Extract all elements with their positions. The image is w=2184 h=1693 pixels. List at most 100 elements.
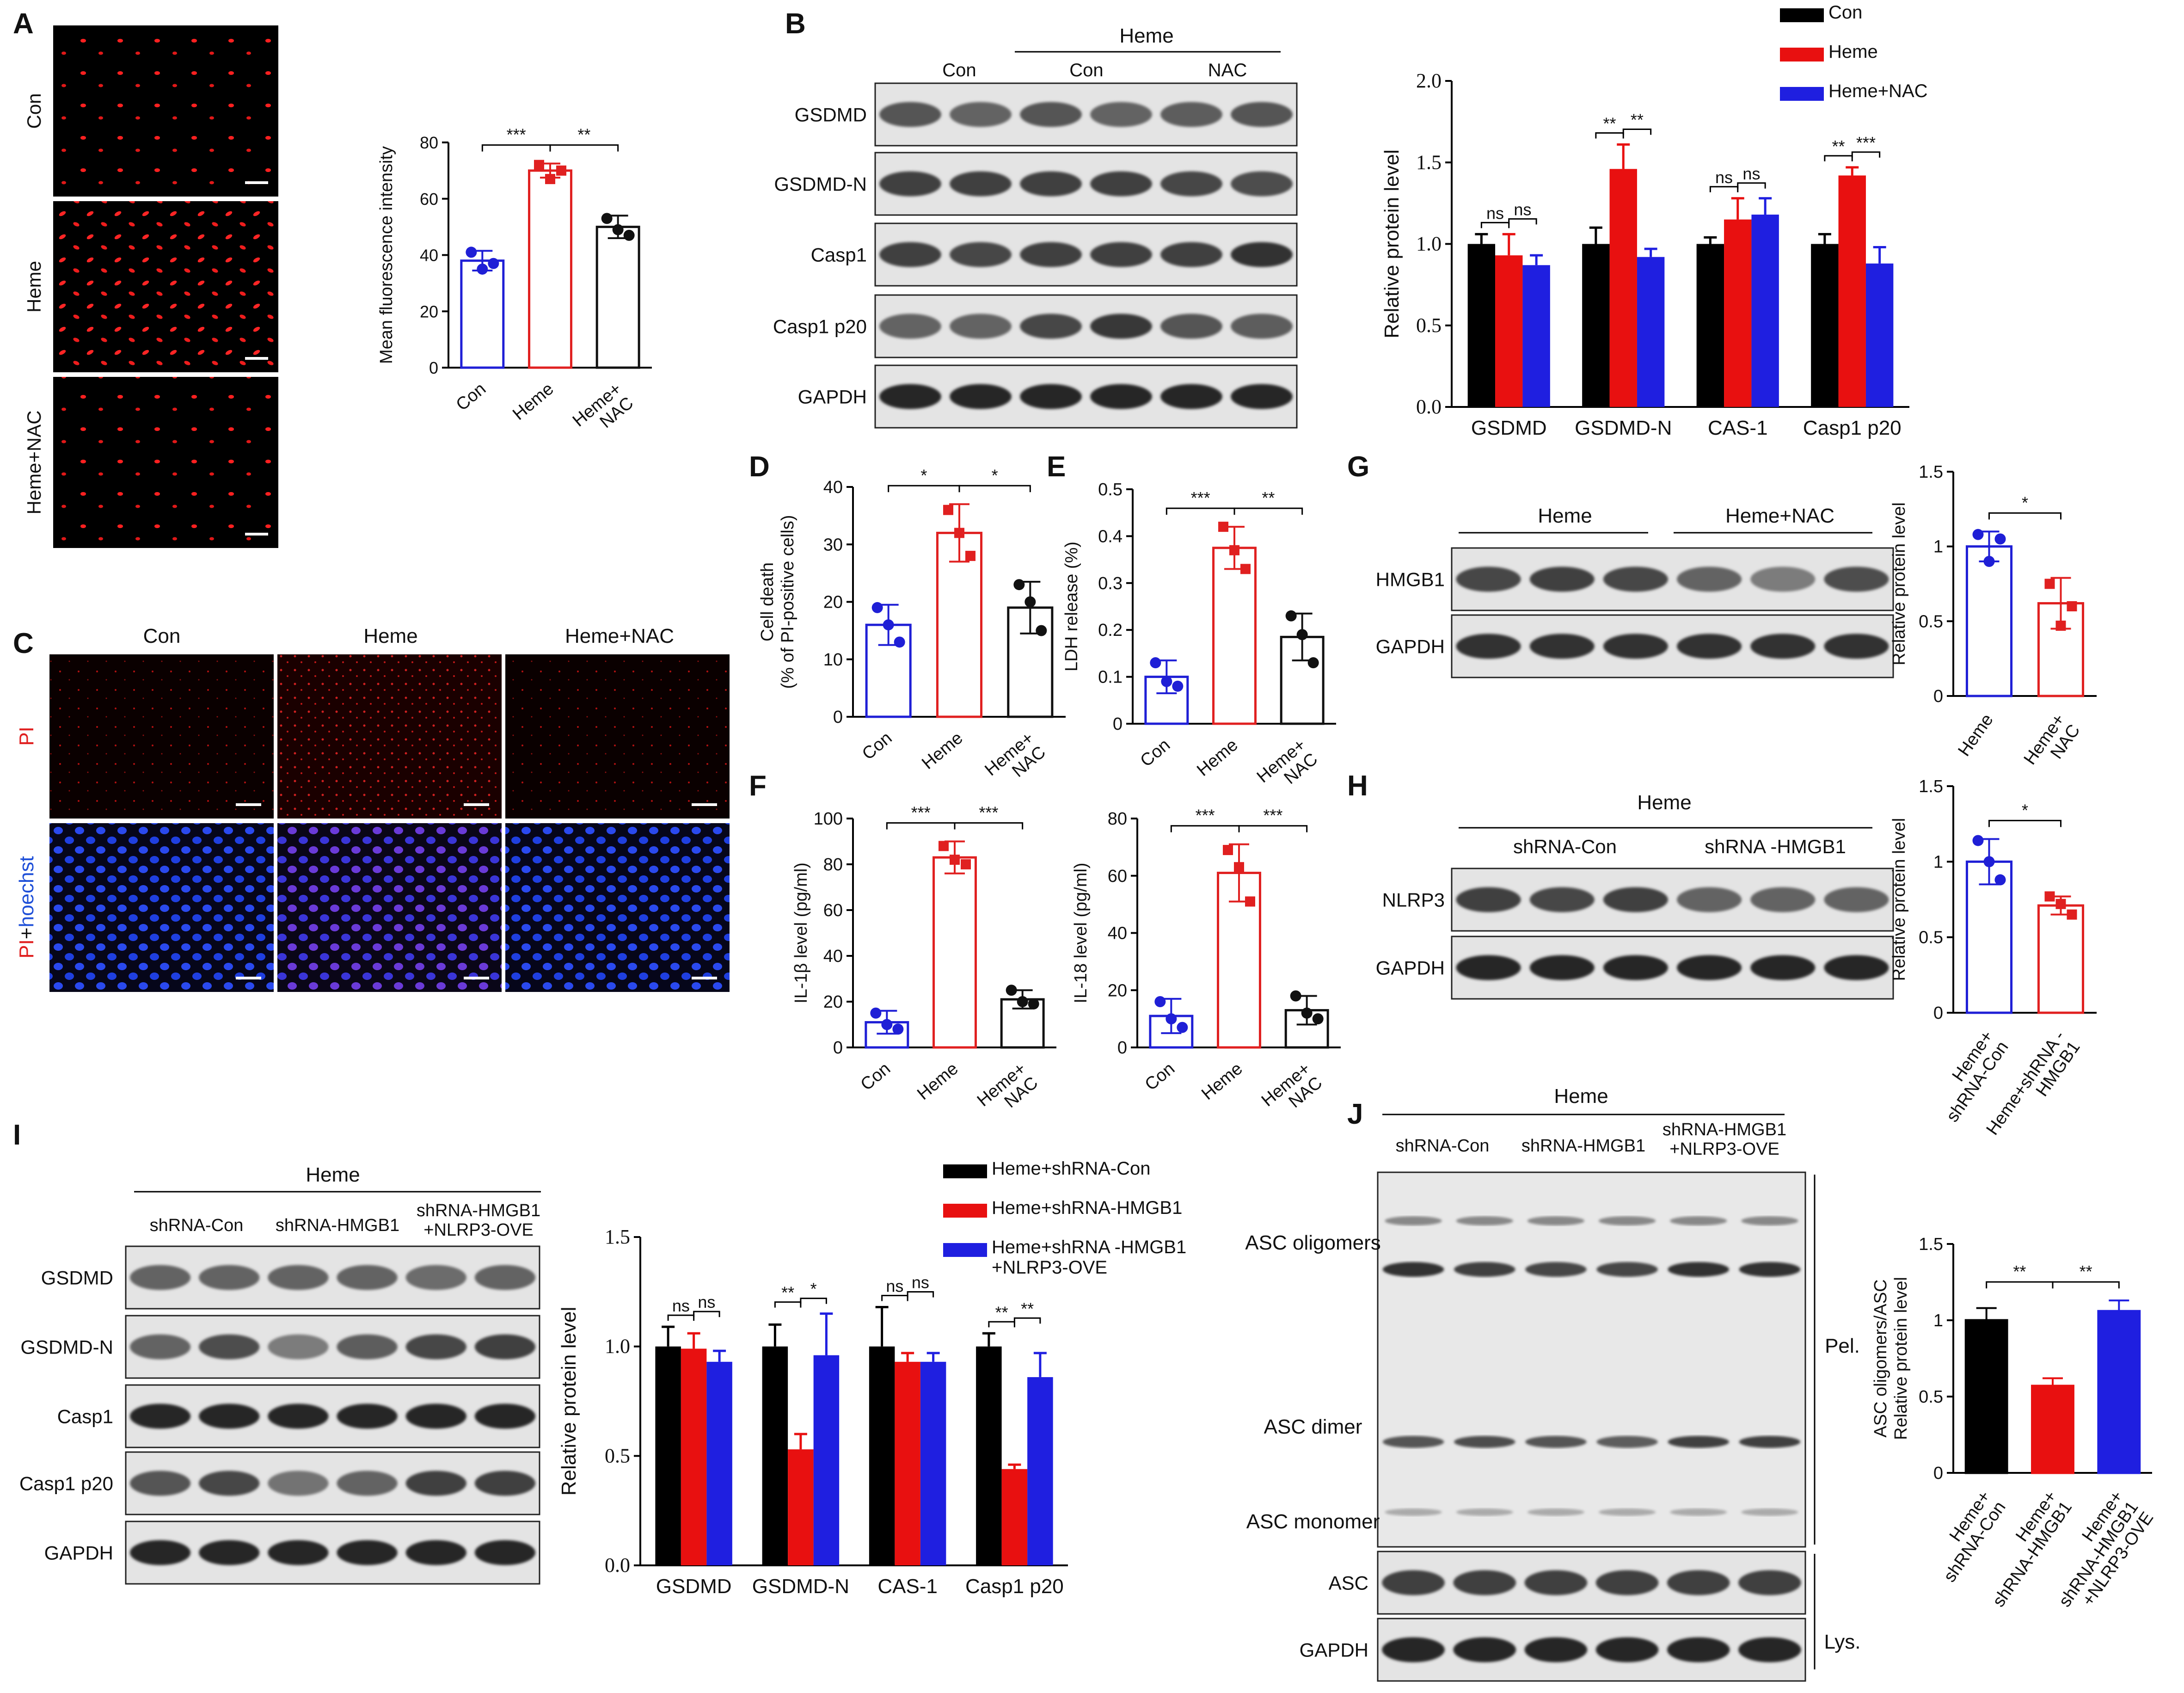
blot-band	[1667, 1570, 1730, 1595]
bar	[1964, 1319, 2008, 1474]
blot-row-label: Casp1 p20	[773, 316, 867, 338]
blot-frame	[874, 294, 1298, 358]
significance-bracket	[1988, 512, 2061, 520]
legend-swatch	[943, 1204, 987, 1218]
bar	[762, 1346, 788, 1565]
blot-frame	[1377, 1551, 1806, 1615]
blot-row-label: GAPDH	[1376, 636, 1445, 658]
significance-label: ***	[1196, 806, 1215, 825]
significance-label: *	[2022, 493, 2028, 512]
significance-bracket	[1851, 151, 1881, 158]
legend-label-line: +NLRP3-OVE	[992, 1257, 1107, 1278]
significance-label: ***	[507, 125, 526, 144]
panel-letter-g: G	[1347, 451, 1369, 483]
data-point	[623, 229, 635, 241]
data-point	[1006, 985, 1017, 996]
category-label: Heme+NAC	[1258, 1059, 1326, 1125]
y-tick-label: 1.0	[1416, 233, 1442, 255]
data-point	[1296, 629, 1308, 640]
category-label: Heme	[918, 728, 967, 773]
col-label-shrna-hmgb1-nlrp3: shRNA-HMGB1 +NLRP3-OVE	[1663, 1120, 1786, 1159]
blot-band	[268, 1334, 329, 1360]
bar	[1027, 1377, 1053, 1565]
significance-label: *	[810, 1280, 817, 1299]
significance-bracket	[954, 822, 1024, 830]
blot-label-asc-dimer: ASC dimer	[1264, 1416, 1362, 1438]
blot-row-label: GSDMD	[41, 1267, 113, 1289]
bar	[1495, 255, 1523, 407]
legend-label-line: Heme+shRNA-Con	[992, 1158, 1150, 1179]
legend-label-line: Heme+NAC	[1828, 81, 1928, 101]
y-tick-label: 1.5	[1919, 1235, 1943, 1254]
category-label-line: Heme	[1193, 735, 1242, 780]
legend-label: Heme+shRNA-HMGB1	[992, 1198, 1182, 1218]
legend-swatch	[1780, 48, 1824, 62]
y-tick-label: 20	[1108, 981, 1127, 1000]
legend-swatch	[1780, 8, 1824, 22]
significance-label: **	[1262, 488, 1275, 507]
col-label-shrna-hmgb1: shRNA-HMGB1	[276, 1216, 399, 1235]
data-point	[488, 258, 499, 269]
panel-letter-d: D	[749, 451, 770, 483]
blot-frame	[1377, 1618, 1806, 1682]
significance-label: ns	[1742, 164, 1760, 183]
data-point	[1150, 657, 1161, 669]
significance-label: **	[1021, 1299, 1034, 1318]
blot-band	[1527, 1216, 1585, 1225]
y-tick-label: 1.5	[1416, 151, 1442, 173]
data-point	[1307, 657, 1319, 669]
blot-band	[337, 1471, 398, 1496]
y-tick-label: 0.5	[1919, 928, 1943, 948]
data-point	[2067, 909, 2077, 920]
blot-band	[1385, 1508, 1442, 1516]
data-point	[1013, 579, 1025, 591]
group-label-heme: Heme	[306, 1164, 360, 1186]
row-label-heme-nac: Heme+NAC	[23, 410, 45, 514]
data-point	[1218, 522, 1228, 532]
blot-band	[405, 1404, 466, 1429]
blot-band	[1160, 171, 1222, 197]
data-point	[2044, 891, 2055, 902]
blot-band	[879, 102, 941, 127]
y-tick-label: 40	[823, 947, 843, 966]
category-label-line: Con	[859, 728, 896, 764]
data-point	[556, 165, 566, 176]
significance-bracket	[1166, 507, 1235, 515]
legend-label: Con	[1828, 2, 1862, 23]
blot-frame	[874, 152, 1298, 216]
category-label-line: Heme	[1198, 1059, 1246, 1104]
y-tick-label: 0	[1933, 1464, 1943, 1483]
blot-band	[1160, 384, 1222, 409]
category-label-line: Con	[1137, 735, 1174, 771]
blot-band	[1527, 1508, 1585, 1516]
bar	[813, 1355, 840, 1565]
micrograph-c-pi-con	[49, 654, 274, 819]
col-label-heme-nac: NAC	[1208, 60, 1247, 80]
row-label-con: Con	[23, 93, 45, 129]
blot-band	[1456, 566, 1521, 592]
significance-bracket	[800, 1298, 827, 1304]
data-point	[1290, 990, 1301, 1002]
blot-band	[1231, 314, 1293, 339]
significance-bracket	[481, 144, 551, 152]
y-tick-label: 80	[823, 855, 843, 874]
group-label-heme: Heme	[1538, 505, 1592, 527]
blot-band	[1524, 1637, 1588, 1662]
y-tick-label: 0	[1933, 1003, 1943, 1023]
micrograph-a-heme	[53, 201, 278, 372]
panel-letter-c: C	[13, 628, 34, 659]
y-axis-label: Mean fluorescence intensity	[377, 146, 396, 364]
blot-band	[1824, 634, 1889, 659]
blot-band	[268, 1265, 329, 1290]
y-tick-label: 0.5	[605, 1444, 630, 1467]
blot-band	[1020, 314, 1082, 339]
blot-band	[1231, 384, 1293, 409]
blot-band	[1750, 566, 1816, 592]
bar	[706, 1361, 732, 1565]
y-axis-label: (% of PI-positive cells)	[778, 515, 798, 689]
significance-bracket	[549, 144, 619, 152]
y-tick-label: 1.5	[605, 1225, 630, 1248]
blot-band	[1738, 1570, 1801, 1595]
significance-label: ***	[1191, 488, 1210, 507]
col-label-con: Con	[143, 625, 181, 647]
